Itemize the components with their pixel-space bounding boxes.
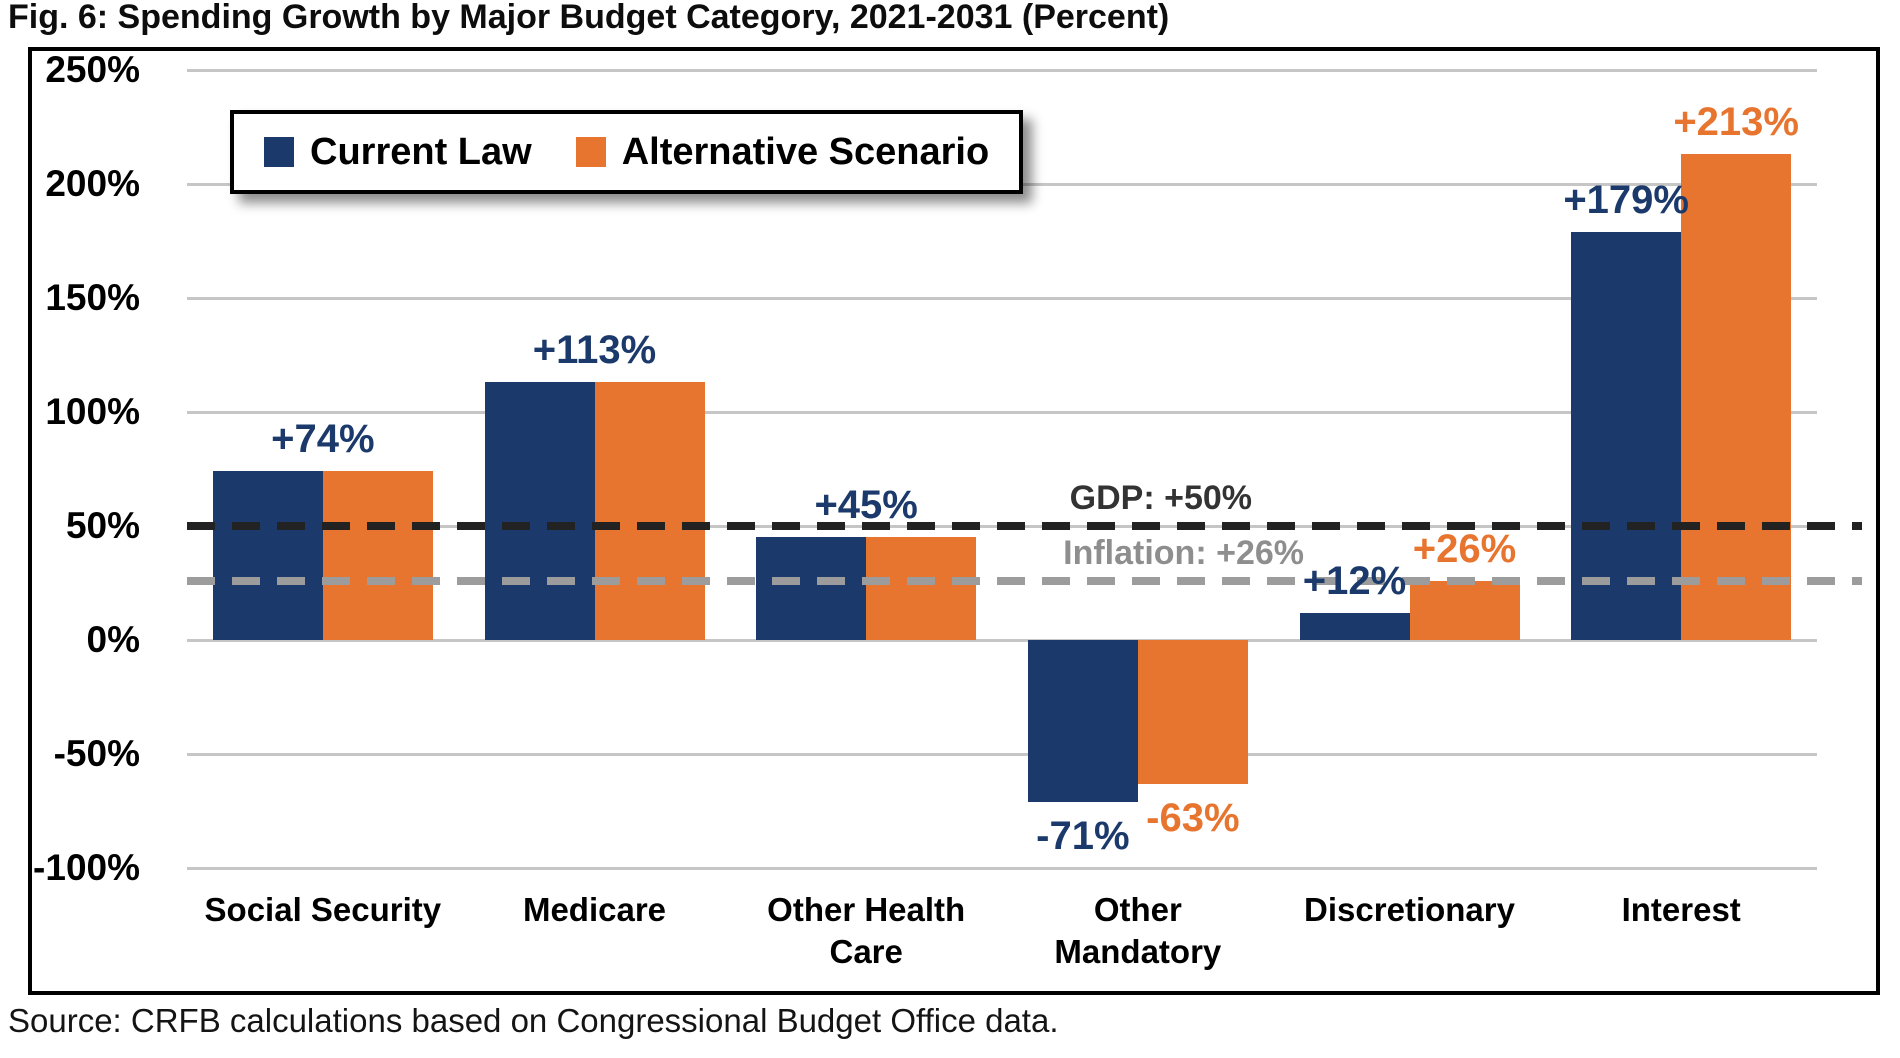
legend-item-alternative-scenario: Alternative Scenario xyxy=(575,130,990,174)
gridline xyxy=(187,867,1817,870)
current-law-swatch-icon xyxy=(264,137,294,167)
y-axis-tick-label: -100% xyxy=(33,847,140,888)
bar-alternative-scenario xyxy=(322,471,433,640)
legend: Current Law Alternative Scenario xyxy=(230,110,1024,194)
gridline xyxy=(187,411,1817,414)
bar-alternative-scenario xyxy=(1137,640,1248,784)
gridline xyxy=(187,753,1817,756)
bar-value-label: +113% xyxy=(532,328,657,373)
x-axis-category-label: Other Health Care xyxy=(767,891,966,970)
bar-alternative-scenario xyxy=(594,382,705,640)
bar-value-label: +179% xyxy=(1563,177,1689,222)
x-axis-category-label: Medicare xyxy=(522,891,667,928)
bar-alternative-scenario xyxy=(1409,580,1520,640)
gridline xyxy=(187,69,1817,72)
bar-current-law xyxy=(1571,231,1682,640)
gridline xyxy=(187,297,1817,300)
bar-value-label: +213% xyxy=(1673,100,1799,145)
x-axis-category-label: Other Mandatory xyxy=(1054,891,1222,970)
bar-value-label: +74% xyxy=(271,417,375,462)
y-axis-tick-label: 0% xyxy=(86,619,140,660)
bar-current-law xyxy=(1299,612,1410,640)
legend-item-current-law: Current Law xyxy=(264,131,532,174)
y-axis-tick-label: 250% xyxy=(45,49,140,90)
bar-current-law xyxy=(484,382,595,640)
reference-line-inflation xyxy=(187,576,1862,585)
bar-current-law xyxy=(756,537,867,640)
bar-value-label: +12% xyxy=(1302,558,1407,603)
bar-current-law xyxy=(212,471,323,640)
y-axis-tick-label: 200% xyxy=(45,163,140,204)
bar-alternative-scenario xyxy=(1681,154,1792,640)
legend-label-current-law: Current Law xyxy=(310,130,532,173)
chart-frame: 250% 200% 150% 100% 50% 0% -50% -100% GDP: +50% I… xyxy=(28,47,1880,995)
y-axis-tick-label: 100% xyxy=(45,391,140,432)
gridline xyxy=(187,639,1817,642)
plot-area: 250% 200% 150% 100% 50% 0% -50% -100% GDP: +50% I… xyxy=(32,49,1868,888)
alternative-scenario-swatch-icon xyxy=(575,137,606,167)
x-axis-labels: Social Security Medicare Other Health Care O… xyxy=(187,889,1817,973)
legend-label-alternative-scenario: Alternative Scenario xyxy=(621,130,990,173)
x-axis-category-label: Interest xyxy=(1621,891,1741,928)
reference-line-label-gdp: GDP: +50% xyxy=(1069,479,1252,517)
bar-value-label: -71% xyxy=(1036,813,1130,858)
bar-alternative-scenario xyxy=(866,537,977,640)
x-axis-category-label: Social Security xyxy=(204,891,442,928)
reference-line-gdp xyxy=(187,522,1862,530)
y-axis-tick-label: 150% xyxy=(45,277,140,318)
bar-value-label: -63% xyxy=(1146,795,1240,840)
bar-value-label: +26% xyxy=(1412,526,1517,571)
y-axis-tick-label: 50% xyxy=(65,505,140,546)
figure-title: Fig. 6: Spending Growth by Major Budget … xyxy=(8,0,1170,36)
x-axis-category-label: Discretionary xyxy=(1304,891,1515,928)
bar-value-label: +45% xyxy=(814,483,918,528)
bar-current-law xyxy=(1027,640,1138,802)
reference-line-label-inflation: Inflation: +26% xyxy=(1063,533,1304,572)
y-axis-tick-label: -50% xyxy=(53,733,140,774)
source-note: Source: CRFB calculations based on Congr… xyxy=(8,1002,1059,1039)
